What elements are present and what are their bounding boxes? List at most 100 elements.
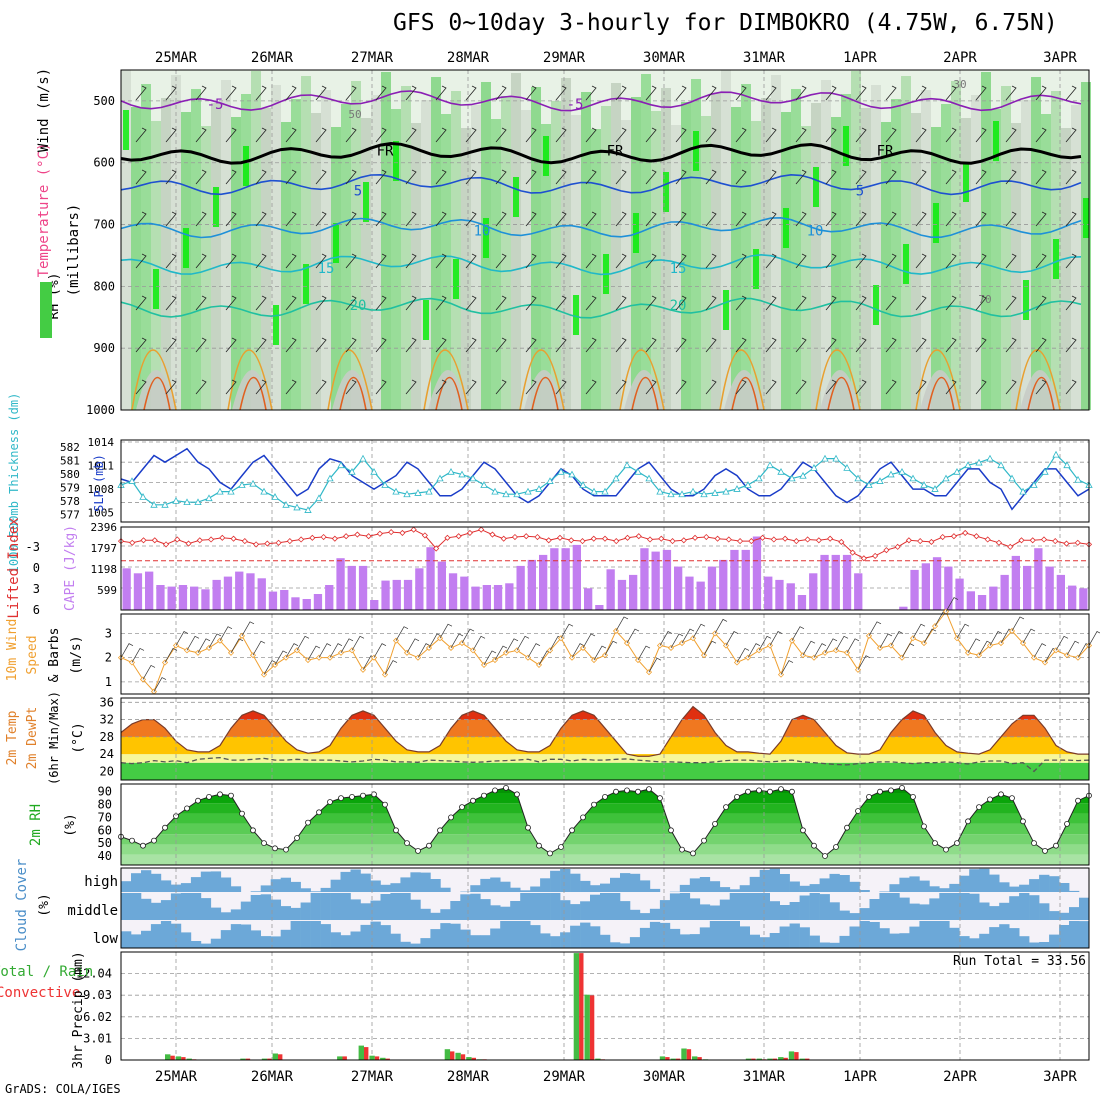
thickness-point <box>810 464 818 471</box>
wind-barb <box>525 169 537 185</box>
isotherm-label: 5 <box>856 184 864 200</box>
cloud-frame <box>120 867 1090 949</box>
wind-barb <box>165 211 177 227</box>
cloud-cell <box>590 894 601 920</box>
cloud-cell <box>530 893 541 920</box>
rh-cell <box>911 113 921 410</box>
rh-cell-high <box>303 264 309 304</box>
cloud-cell <box>739 885 750 892</box>
rh-point <box>844 824 850 831</box>
rh-cell <box>531 87 541 410</box>
surface-wind-barb <box>1066 640 1080 656</box>
lifted-index-point <box>1063 540 1070 547</box>
wind-barb <box>855 211 867 227</box>
cloud-cell <box>400 877 411 892</box>
thickness-point <box>128 477 136 484</box>
rh-point <box>932 840 938 846</box>
rh-cell <box>961 118 971 410</box>
thickness-point <box>458 470 466 478</box>
cape-bar <box>842 554 852 610</box>
cloud-row-label: low <box>93 931 119 947</box>
wind-barb <box>525 211 537 227</box>
wind-barb <box>945 169 957 185</box>
wind-barb <box>705 379 717 395</box>
surface-wind-barb <box>978 640 992 656</box>
cape-bar <box>246 573 255 610</box>
precip-tick-label: 6.02 <box>83 1010 112 1024</box>
rh-cell <box>971 95 981 410</box>
wind-barb <box>165 379 177 395</box>
cloud-cell <box>1059 925 1070 948</box>
rh-point <box>426 842 432 849</box>
cloud-cell <box>859 921 870 948</box>
cloud-cell <box>420 938 431 948</box>
cloud-cell <box>240 901 252 920</box>
wind-barb <box>915 127 927 143</box>
cape-bar <box>336 558 345 610</box>
cloud-cell <box>200 871 212 892</box>
rain-bar <box>455 1052 461 1060</box>
cape-bar <box>201 589 210 610</box>
rh-point <box>987 796 993 803</box>
lifted-index-point <box>601 535 609 542</box>
wind-barb <box>975 337 987 353</box>
lifted-index-point <box>343 533 350 540</box>
rh-point <box>613 788 619 795</box>
rh-cell <box>701 116 711 410</box>
rh-point <box>217 791 223 798</box>
wind-barb <box>375 337 387 353</box>
cloud-cell <box>550 893 561 920</box>
wind-barb <box>825 85 837 101</box>
cloud-cell <box>220 930 232 948</box>
lifted-index-point <box>905 537 912 544</box>
wind-barb <box>435 169 447 185</box>
credit-label: GrADS: COLA/IGES <box>5 1082 121 1096</box>
rain-bar <box>573 953 580 1060</box>
cloud-cell <box>939 888 950 892</box>
convective-bar <box>783 1057 788 1060</box>
cloud-cell <box>290 921 301 948</box>
thickness-point <box>1052 450 1060 458</box>
lifted-index-point <box>714 535 721 542</box>
rh-point <box>261 840 267 846</box>
temperature-contour <box>227 349 273 411</box>
wind-speed-point <box>403 649 411 656</box>
lifted-index-point <box>590 535 597 542</box>
wind-barb <box>555 211 567 227</box>
rain-bar <box>369 1055 375 1060</box>
cloud-cell <box>679 934 691 948</box>
rh-cell-high <box>933 203 939 243</box>
wind-barb <box>1035 379 1047 395</box>
cape-bar <box>539 554 548 610</box>
cloud-cell <box>330 893 341 920</box>
cloud-cell <box>430 929 441 948</box>
wind-barb <box>195 337 207 353</box>
wind-barb <box>375 211 387 227</box>
thickness-point <box>139 493 147 500</box>
wind-barb <box>765 211 777 227</box>
lifted-index-point <box>1018 537 1025 544</box>
cloud-cell <box>889 893 900 920</box>
wind-barb <box>465 295 477 311</box>
cape-bar <box>325 585 334 610</box>
cloud-cell <box>789 902 800 920</box>
cloud-cell <box>390 883 401 892</box>
rh-point <box>679 846 685 853</box>
rh-point <box>514 791 520 798</box>
wind-barb <box>915 337 927 353</box>
wind-barb <box>555 253 567 269</box>
cape-bar <box>764 576 773 610</box>
wind-barb <box>135 127 147 143</box>
cloud-cell <box>659 900 671 920</box>
wind-barb <box>825 295 837 311</box>
cloud-cell <box>739 926 750 948</box>
wind-barb <box>1065 211 1077 227</box>
wind-barb <box>345 169 357 185</box>
thickness-point <box>612 474 620 482</box>
cape-bar <box>235 571 244 610</box>
lifted-index-tick-label: 3 <box>33 582 40 596</box>
cloud-cell <box>620 873 631 892</box>
surface-wind-barb <box>725 631 739 646</box>
rh-cell <box>801 126 811 410</box>
rh-cell-high <box>663 172 669 212</box>
